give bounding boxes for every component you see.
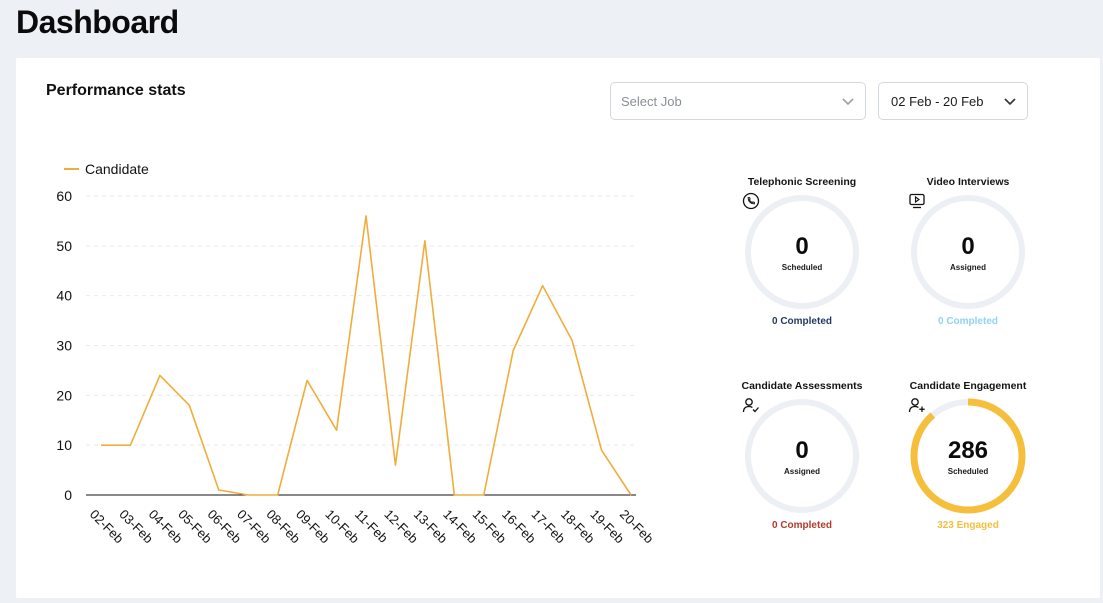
date-range-value: 02 Feb - 20 Feb [891,94,984,109]
y-tick-label: 40 [56,288,72,304]
stat-ring: 0 Assigned [908,192,1028,312]
stat-label: Scheduled [948,467,988,476]
stat-video-interviews[interactable]: Video Interviews 0 Assigned 0 Completed [893,162,1043,327]
stat-label: Assigned [950,263,986,272]
y-tick-label: 0 [64,487,72,503]
stat-footer: 0 Completed [727,520,877,531]
stat-candidate-engagement[interactable]: Candidate Engagement 286 Scheduled 323 E… [893,366,1043,531]
chevron-down-icon [1003,94,1017,108]
y-tick-label: 50 [56,238,72,254]
stat-value: 286 [948,437,988,465]
stat-label: Scheduled [782,263,822,272]
stat-footer: 323 Engaged [893,520,1043,531]
y-tick-label: 10 [56,437,72,453]
stat-value: 0 [961,233,974,261]
stat-title: Candidate Assessments [727,366,877,392]
y-tick-label: 60 [56,188,72,204]
chevron-down-icon [841,94,855,108]
phone-icon [742,192,760,210]
stat-ring: 286 Scheduled [908,396,1028,516]
y-tick-label: 30 [56,338,72,354]
video-icon [908,192,926,210]
stat-candidate-assessments[interactable]: Candidate Assessments 0 Assigned 0 Compl… [727,366,877,531]
performance-card: Performance stats Select Job 02 Feb - 20… [16,58,1100,598]
stat-footer: 0 Completed [727,316,877,327]
legend-label: Candidate [85,161,149,177]
stat-label: Assigned [784,467,820,476]
user-plus-icon [908,396,926,414]
stat-ring: 0 Scheduled [742,192,862,312]
stat-value: 0 [795,437,808,465]
stat-title: Telephonic Screening [727,162,877,188]
date-range-select[interactable]: 02 Feb - 20 Feb [878,82,1028,120]
stat-telephonic-screening[interactable]: Telephonic Screening 0 Scheduled 0 Compl… [727,162,877,327]
user-check-icon [742,396,760,414]
stat-title: Video Interviews [893,162,1043,188]
stat-ring: 0 Assigned [742,396,862,516]
x-tick-label: 20-Feb [617,507,656,547]
stat-footer: 0 Completed [893,316,1043,327]
stat-value: 0 [795,233,808,261]
stat-title: Candidate Engagement [893,366,1043,392]
series-line [101,216,631,495]
page-title: Dashboard [16,4,179,41]
chart-svg: 010203040506002-Feb03-Feb04-Feb05-Feb06-… [16,58,656,598]
y-tick-label: 20 [56,387,72,403]
